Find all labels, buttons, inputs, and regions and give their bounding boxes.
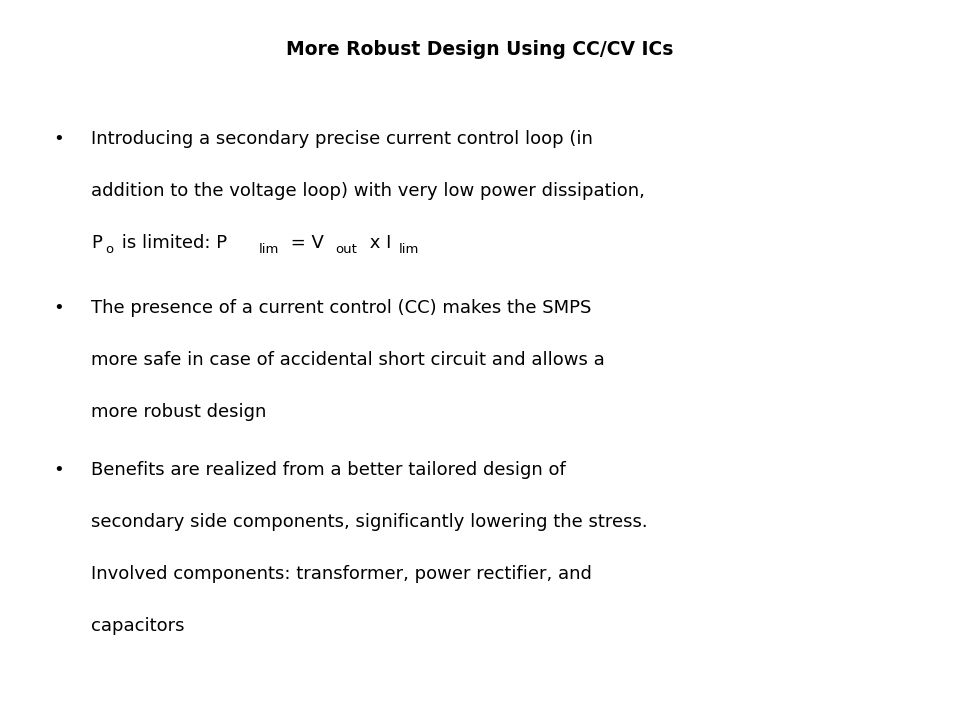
Text: Introducing a secondary precise current control loop (in: Introducing a secondary precise current … xyxy=(91,130,593,148)
Text: Benefits are realized from a better tailored design of: Benefits are realized from a better tail… xyxy=(91,462,566,480)
Text: more robust design: more robust design xyxy=(91,403,267,421)
Text: is limited: P: is limited: P xyxy=(116,234,227,252)
Text: = V: = V xyxy=(285,234,324,252)
Text: capacitors: capacitors xyxy=(91,617,184,635)
Text: P: P xyxy=(91,234,102,252)
Text: •: • xyxy=(53,300,63,318)
Text: lim: lim xyxy=(399,243,420,256)
Text: more safe in case of accidental short circuit and allows a: more safe in case of accidental short ci… xyxy=(91,351,605,369)
Text: o: o xyxy=(106,243,113,256)
Text: lim: lim xyxy=(259,243,279,256)
Text: The presence of a current control (CC) makes the SMPS: The presence of a current control (CC) m… xyxy=(91,300,591,318)
Text: •: • xyxy=(53,462,63,480)
Text: •: • xyxy=(53,130,63,148)
Text: x I: x I xyxy=(364,234,391,252)
Text: Involved components: transformer, power rectifier, and: Involved components: transformer, power … xyxy=(91,565,592,583)
Text: More Robust Design Using CC/CV ICs: More Robust Design Using CC/CV ICs xyxy=(286,40,674,58)
Text: secondary side components, significantly lowering the stress.: secondary side components, significantly… xyxy=(91,513,648,531)
Text: out: out xyxy=(336,243,357,256)
Text: addition to the voltage loop) with very low power dissipation,: addition to the voltage loop) with very … xyxy=(91,182,645,200)
